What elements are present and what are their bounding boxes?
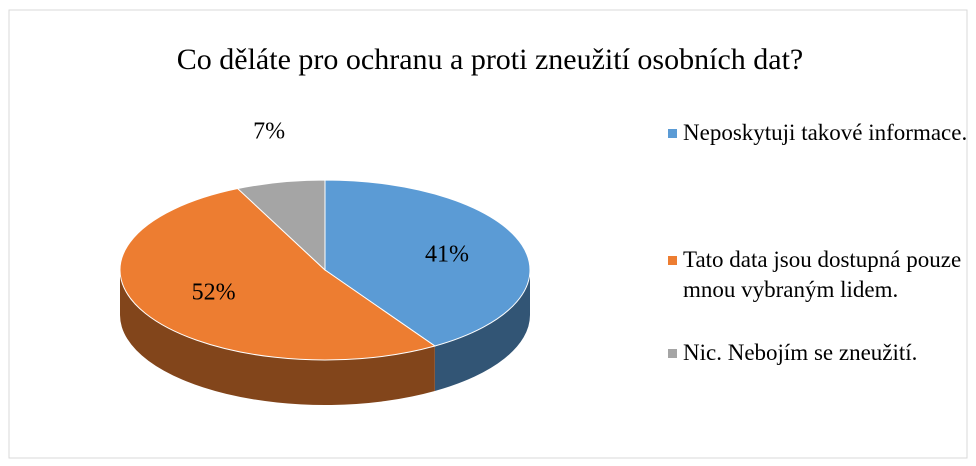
chart-border bbox=[8, 9, 968, 459]
data-label: 52% bbox=[192, 280, 236, 306]
data-label: 7% bbox=[253, 118, 285, 144]
slice bbox=[236, 179, 326, 272]
data-label: 41% bbox=[425, 241, 469, 267]
legend-label: Neposkytuji takové informace. bbox=[683, 120, 968, 145]
legend-item: Neposkytuji takové informace. bbox=[668, 118, 973, 148]
legend-label: Nic. Nebojím se zneužití. bbox=[683, 340, 918, 365]
slice bbox=[324, 179, 531, 347]
pie: 41% 52% 7% bbox=[119, 118, 531, 405]
legend-item: Nic. Nebojím se zneužití. bbox=[668, 338, 973, 368]
legend-item: Tato data jsou dostupná pouze mnou vybra… bbox=[668, 245, 973, 305]
legend-swatch bbox=[668, 129, 677, 138]
legend-swatch bbox=[668, 256, 677, 265]
slice-side bbox=[434, 270, 530, 391]
slice bbox=[119, 188, 437, 361]
legend-swatch bbox=[668, 349, 677, 358]
chart-title: Co děláte pro ochranu a proti zneužití o… bbox=[176, 43, 804, 76]
slice-side bbox=[119, 270, 435, 405]
legend-label: Tato data jsou dostupná pouze mnou vybra… bbox=[683, 247, 962, 302]
